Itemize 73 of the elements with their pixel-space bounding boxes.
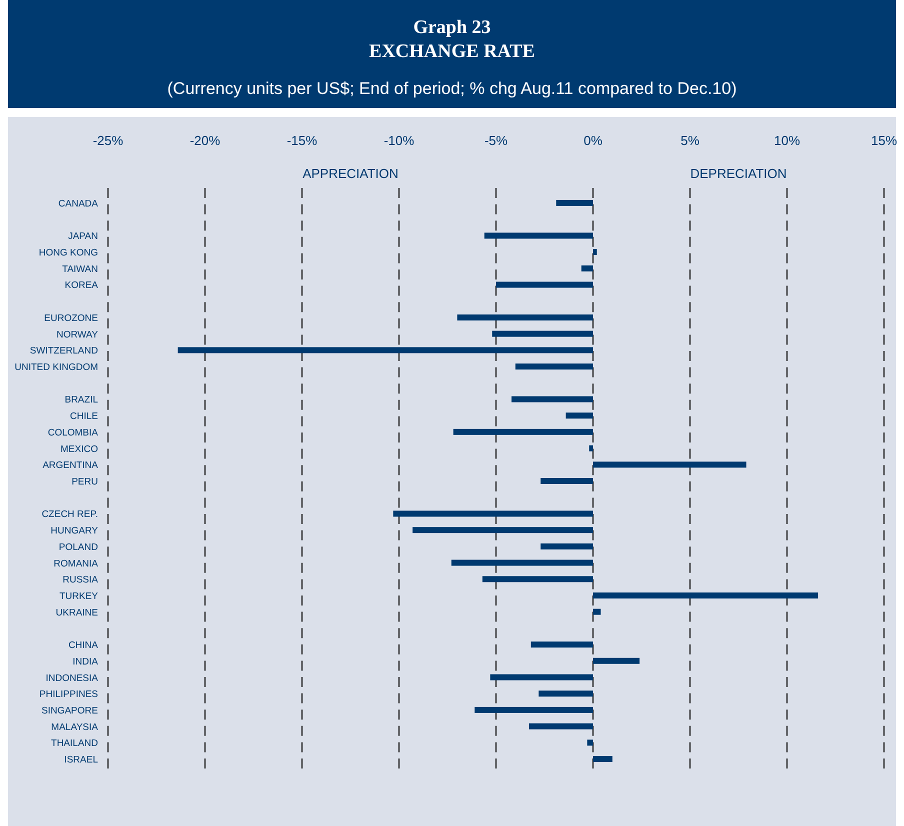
y-tick-label: TAIWAN: [62, 264, 98, 275]
bar: [593, 608, 601, 615]
bar: [587, 740, 593, 746]
bar: [593, 462, 746, 468]
y-tick-label: HONG KONG: [38, 248, 98, 259]
y-tick-label: SWITZERLAND: [30, 346, 98, 357]
bar: [538, 690, 593, 697]
bar: [451, 560, 593, 566]
bar: [412, 527, 593, 534]
x-tick-label: -20%: [190, 133, 221, 148]
y-tick-label: ROMANIA: [54, 558, 99, 570]
y-tick-label: THAILAND: [51, 738, 98, 750]
y-tick-label: INDIA: [72, 656, 99, 668]
y-tick-label: POLAND: [58, 542, 98, 553]
y-tick-label: SINGAPORE: [42, 705, 98, 716]
x-tick-label: -5%: [484, 133, 508, 148]
y-tick-label: CANADA: [58, 198, 99, 210]
bar: [490, 674, 593, 680]
x-tick-label: -15%: [286, 133, 318, 148]
bar: [515, 364, 593, 370]
x-tick-label: -25%: [92, 133, 124, 148]
bar: [496, 282, 593, 288]
y-tick-label: HUNGARY: [50, 526, 99, 537]
x-tick-label: 5%: [680, 133, 700, 148]
y-tick-label: EUROZONE: [44, 312, 98, 324]
y-tick-label: TURKEY: [59, 590, 99, 602]
text: DEPRECIATION: [690, 166, 787, 181]
bar: [581, 265, 593, 272]
bar: [512, 396, 593, 402]
x-tick-label: 0%: [584, 133, 603, 148]
y-tick-label: UNITED KINGDOM: [14, 362, 98, 374]
bar: [593, 658, 640, 664]
bar: [589, 445, 593, 452]
bar: [593, 249, 597, 256]
text: APPRECIATION: [302, 166, 398, 181]
bar: [474, 706, 593, 713]
y-tick-label: CZECH REP.: [42, 509, 98, 520]
bar: [540, 543, 593, 550]
y-tick-label: ISRAEL: [64, 754, 98, 766]
bar: [593, 756, 612, 762]
y-tick-label: BRAZIL: [64, 394, 98, 406]
y-tick-label: MEXICO: [60, 444, 98, 455]
y-tick-label: MALAYSIA: [51, 722, 99, 733]
x-tick-label: 15%: [870, 133, 898, 148]
chart-title: Graph 23 EXCHANGE RATE: [369, 17, 535, 62]
y-tick-label: CHILE: [70, 411, 98, 422]
bar: [566, 412, 593, 419]
bar: [453, 428, 593, 435]
bar: [393, 510, 593, 517]
x-tick-label: 10%: [774, 133, 800, 148]
bar: [593, 592, 818, 598]
y-tick-label: CHINA: [68, 640, 99, 652]
chart-subtitle: (Currency units per US$; End of period; % chg Aug.11 compared to Dec.10): [167, 79, 737, 98]
y-tick-label: INDONESIA: [46, 672, 99, 684]
y-tick-label: RUSSIA: [62, 574, 99, 586]
y-tick-label: UKRAINE: [56, 607, 98, 618]
bar: [457, 314, 593, 320]
bar: [482, 576, 593, 582]
bar: [484, 232, 593, 239]
y-tick-label: PHILIPPINES: [39, 689, 98, 700]
y-tick-label: JAPAN: [68, 231, 98, 242]
bar: [528, 723, 593, 730]
y-tick-label: COLOMBIA: [48, 427, 99, 438]
y-tick-label: NORWAY: [56, 329, 99, 340]
y-tick-label: PERU: [72, 476, 98, 488]
bar: [556, 200, 593, 206]
y-tick-label: ARGENTINA: [42, 460, 99, 472]
y-tick-label: KOREA: [64, 280, 99, 292]
bar: [530, 642, 593, 648]
bar: [178, 347, 593, 354]
bar: [540, 478, 593, 484]
x-tick-label: -10%: [384, 133, 415, 148]
bar: [492, 330, 593, 337]
